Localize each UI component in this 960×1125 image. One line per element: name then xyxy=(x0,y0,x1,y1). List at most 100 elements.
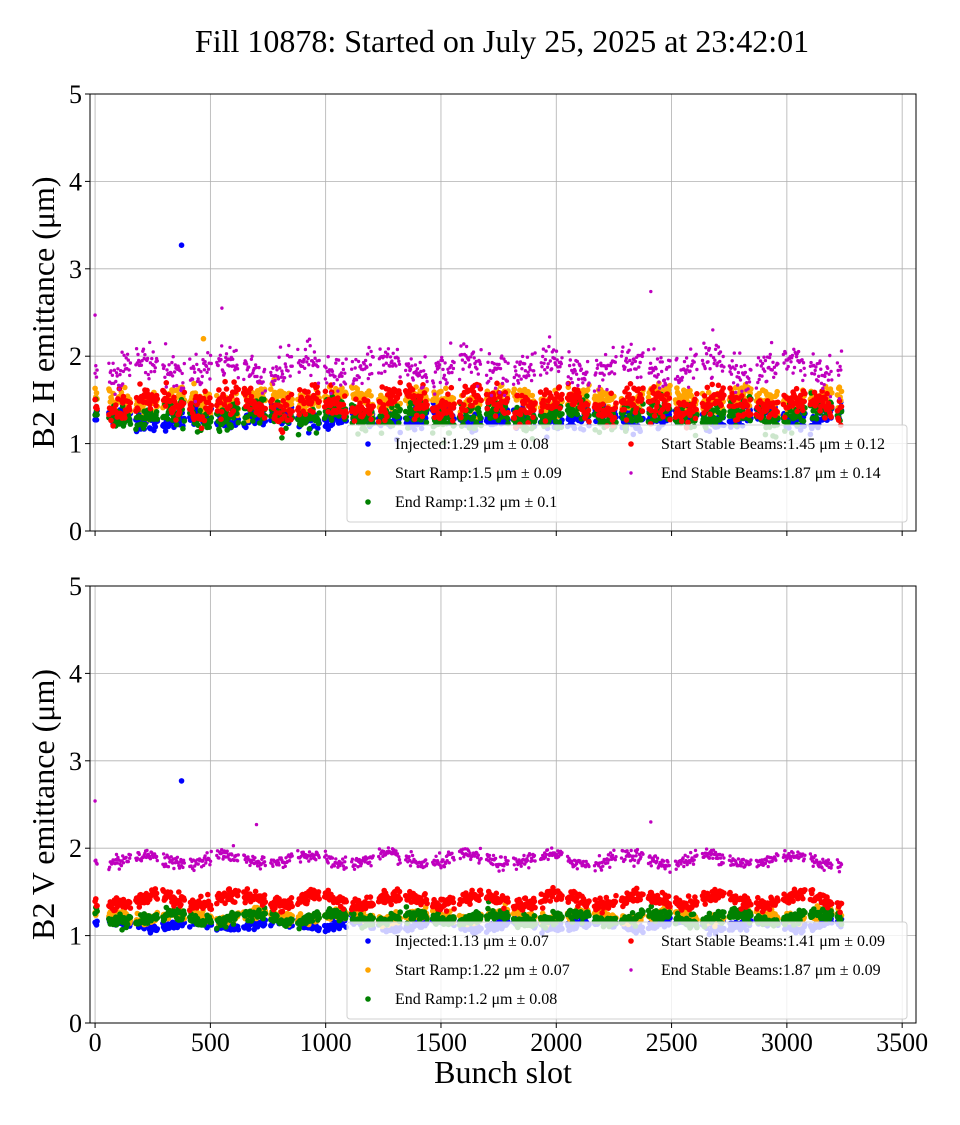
data-point xyxy=(718,360,721,363)
data-point xyxy=(639,375,642,378)
data-point xyxy=(136,353,139,356)
data-point xyxy=(140,364,143,367)
data-point xyxy=(289,392,295,398)
data-point xyxy=(309,374,312,377)
data-point xyxy=(641,351,644,354)
data-point xyxy=(634,406,640,412)
data-point xyxy=(407,362,410,365)
data-point xyxy=(749,368,752,371)
data-point xyxy=(839,389,845,395)
data-point xyxy=(128,374,131,377)
data-point xyxy=(649,362,652,365)
data-point xyxy=(249,394,255,400)
data-point-outlier xyxy=(201,336,207,342)
data-point xyxy=(794,386,800,392)
y-tick-label: 4 xyxy=(69,167,82,196)
data-point xyxy=(695,368,698,371)
data-point xyxy=(585,387,591,393)
data-point xyxy=(461,358,464,361)
data-point xyxy=(578,364,581,367)
data-point xyxy=(576,360,579,363)
data-point xyxy=(164,342,167,345)
data-point xyxy=(127,358,130,361)
data-point xyxy=(837,374,840,377)
data-point xyxy=(585,402,591,408)
data-point xyxy=(451,396,457,402)
data-point xyxy=(576,384,579,387)
data-point xyxy=(827,373,830,376)
data-point xyxy=(459,344,462,347)
data-point xyxy=(667,395,673,401)
data-point xyxy=(514,369,517,372)
data-point xyxy=(360,382,363,385)
data-point xyxy=(257,366,260,369)
data-point xyxy=(685,420,691,426)
data-point xyxy=(165,385,168,388)
data-point xyxy=(148,341,151,344)
data-point xyxy=(625,357,628,360)
data-point xyxy=(487,380,490,383)
data-point xyxy=(156,359,159,362)
data-point xyxy=(202,389,208,395)
data-point xyxy=(709,354,712,357)
data-point xyxy=(458,378,461,381)
data-point xyxy=(621,345,624,348)
data-point xyxy=(420,414,426,420)
data-point xyxy=(829,395,832,398)
data-point xyxy=(444,378,447,381)
data-point xyxy=(458,415,464,421)
data-point xyxy=(782,415,788,421)
data-point xyxy=(342,393,348,399)
data-point xyxy=(664,383,667,386)
data-point xyxy=(702,342,705,345)
y-tick-label: 0 xyxy=(69,517,82,546)
data-point xyxy=(341,402,347,408)
data-point xyxy=(475,367,478,370)
data-point xyxy=(713,359,716,362)
data-point xyxy=(713,362,716,365)
data-point xyxy=(305,389,311,395)
data-point xyxy=(191,378,194,381)
data-point xyxy=(559,396,565,402)
data-point xyxy=(765,380,768,383)
legend-marker xyxy=(365,441,371,447)
data-point xyxy=(727,385,733,391)
data-point xyxy=(733,367,736,370)
data-point xyxy=(584,393,590,399)
data-point xyxy=(621,350,624,353)
data-point xyxy=(543,368,546,371)
data-point xyxy=(261,392,264,395)
data-point xyxy=(336,389,339,392)
data-point xyxy=(228,346,231,349)
data-point xyxy=(520,367,523,370)
data-point xyxy=(416,367,419,370)
legend-label: End Ramp:1.32 μm ± 0.1 xyxy=(395,494,557,511)
data-point xyxy=(640,385,646,391)
data-point xyxy=(177,409,183,415)
data-point xyxy=(577,378,580,381)
legend-marker xyxy=(365,470,371,476)
data-point xyxy=(303,367,306,370)
data-point xyxy=(747,397,753,403)
data-point xyxy=(418,374,421,377)
data-point xyxy=(668,359,671,362)
data-point xyxy=(468,363,471,366)
data-point xyxy=(608,391,614,397)
data-point xyxy=(116,367,119,370)
data-point xyxy=(263,406,269,412)
data-point xyxy=(94,412,100,418)
data-point xyxy=(114,380,117,383)
data-point xyxy=(659,356,662,359)
y-tick-label: 5 xyxy=(69,80,82,109)
data-point xyxy=(836,417,842,423)
data-point xyxy=(150,357,153,360)
data-point xyxy=(839,368,842,371)
data-point xyxy=(492,396,498,402)
data-point xyxy=(737,371,740,374)
data-point xyxy=(548,335,551,338)
data-point xyxy=(236,927,242,933)
data-point xyxy=(814,365,817,368)
data-point xyxy=(630,343,633,346)
data-point xyxy=(822,415,828,421)
